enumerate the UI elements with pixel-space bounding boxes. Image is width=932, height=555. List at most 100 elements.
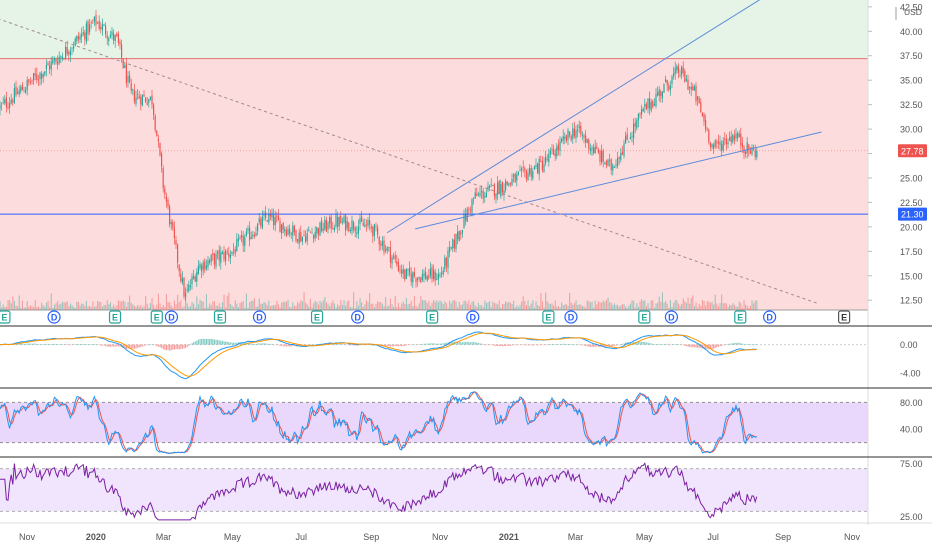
volume-bar bbox=[185, 295, 187, 310]
macd-hist-bar bbox=[153, 344, 155, 346]
rsi-band bbox=[0, 468, 868, 512]
candle-body bbox=[329, 217, 331, 224]
candle-body bbox=[108, 38, 110, 41]
macd-hist-bar bbox=[479, 343, 481, 345]
volume-bar bbox=[447, 307, 449, 310]
macd-hist-bar bbox=[335, 343, 337, 345]
candle-body bbox=[476, 193, 478, 197]
macd-hist-bar bbox=[66, 344, 68, 345]
candle-body bbox=[92, 22, 94, 24]
dividend-marker[interactable] bbox=[252, 310, 267, 324]
volume-bar bbox=[189, 306, 191, 310]
volume-bar bbox=[287, 300, 289, 310]
candle-body bbox=[349, 229, 351, 232]
macd-hist-bar bbox=[405, 344, 407, 346]
macd-hist-bar bbox=[23, 343, 25, 345]
volume-bar bbox=[474, 305, 476, 310]
volume-bar bbox=[708, 301, 710, 310]
price-tick-label: 17.50 bbox=[900, 247, 923, 257]
candle-body bbox=[701, 112, 703, 117]
dividend-marker[interactable] bbox=[564, 310, 578, 324]
macd-hist-bar bbox=[537, 344, 539, 346]
volume-bar bbox=[55, 303, 57, 310]
candle-body bbox=[261, 216, 263, 228]
candle-body bbox=[74, 38, 76, 46]
dividend-marker[interactable] bbox=[466, 310, 480, 324]
volume-bar bbox=[327, 303, 329, 310]
macd-hist-bar bbox=[185, 344, 187, 348]
macd-hist-bar bbox=[569, 344, 571, 345]
earnings-marker[interactable] bbox=[426, 310, 439, 324]
volume-bar bbox=[45, 302, 47, 310]
dividend-marker[interactable] bbox=[47, 310, 61, 324]
volume-bar bbox=[413, 295, 415, 310]
earnings-marker[interactable] bbox=[310, 310, 324, 324]
candle-body bbox=[698, 98, 700, 104]
candle-body bbox=[145, 97, 147, 102]
earnings-marker[interactable] bbox=[150, 310, 163, 324]
volume-bar bbox=[637, 306, 639, 310]
dividend-marker[interactable] bbox=[164, 310, 179, 324]
macd-hist-bar bbox=[279, 344, 281, 346]
dividend-marker[interactable] bbox=[763, 310, 777, 324]
candle-body bbox=[305, 236, 307, 242]
earnings-marker[interactable] bbox=[213, 310, 227, 324]
volume-bar bbox=[69, 303, 71, 310]
macd-hist-bar bbox=[365, 344, 367, 346]
earnings-marker[interactable] bbox=[542, 310, 555, 324]
macd-hist-bar bbox=[532, 344, 534, 346]
macd-hist-bar bbox=[199, 339, 201, 345]
macd-tick-label: -4.00 bbox=[900, 368, 921, 378]
candle-body bbox=[212, 253, 214, 256]
macd-hist-bar bbox=[554, 344, 556, 346]
dividend-marker-label: D bbox=[51, 313, 58, 323]
volume-bar bbox=[617, 304, 619, 310]
volume-bar bbox=[285, 301, 287, 310]
volume-bar bbox=[681, 303, 683, 310]
volume-bar bbox=[138, 306, 140, 310]
candle-body bbox=[705, 120, 707, 130]
volume-bar bbox=[583, 306, 585, 310]
trendline-2[interactable] bbox=[386, 0, 764, 234]
macd-hist-bar bbox=[146, 344, 148, 346]
macd-hist-bar bbox=[466, 341, 468, 345]
candle-body bbox=[89, 24, 91, 32]
volume-bar bbox=[28, 306, 30, 310]
macd-hist-bar bbox=[273, 344, 275, 346]
macd-hist-bar bbox=[439, 343, 441, 345]
macd-hist-bar bbox=[685, 344, 687, 347]
macd-hist-bar bbox=[49, 344, 51, 345]
earnings-marker[interactable] bbox=[734, 310, 747, 324]
dividend-marker[interactable] bbox=[351, 310, 365, 324]
candle-body bbox=[257, 223, 259, 232]
candle-body bbox=[700, 102, 702, 112]
macd-hist-bar bbox=[173, 344, 175, 350]
earnings-marker[interactable] bbox=[108, 310, 122, 324]
earnings-marker[interactable] bbox=[638, 310, 651, 324]
volume-bar bbox=[629, 303, 631, 310]
earnings-marker-label: E bbox=[841, 313, 847, 323]
earnings-marker[interactable] bbox=[837, 310, 851, 324]
macd-hist-bar bbox=[413, 344, 415, 346]
dividend-marker[interactable] bbox=[664, 310, 679, 324]
volume-bar bbox=[615, 304, 617, 310]
macd-hist-bar bbox=[687, 344, 689, 347]
volume-bar bbox=[124, 301, 126, 310]
candle-body bbox=[421, 274, 423, 281]
volume-bar bbox=[42, 305, 44, 310]
volume-bar bbox=[492, 301, 494, 310]
candle-body bbox=[618, 157, 620, 159]
volume-bar bbox=[29, 305, 31, 310]
earnings-marker[interactable] bbox=[0, 310, 11, 324]
candle-body bbox=[429, 268, 431, 276]
candle-body bbox=[209, 260, 211, 263]
candle-body bbox=[393, 256, 395, 258]
macd-hist-bar bbox=[149, 344, 151, 345]
macd-hist-bar bbox=[615, 344, 617, 346]
candle-body bbox=[370, 226, 372, 229]
trendline-1[interactable] bbox=[0, 17, 818, 304]
trendline-3[interactable] bbox=[415, 131, 822, 230]
macd-hist-bar bbox=[388, 344, 390, 347]
